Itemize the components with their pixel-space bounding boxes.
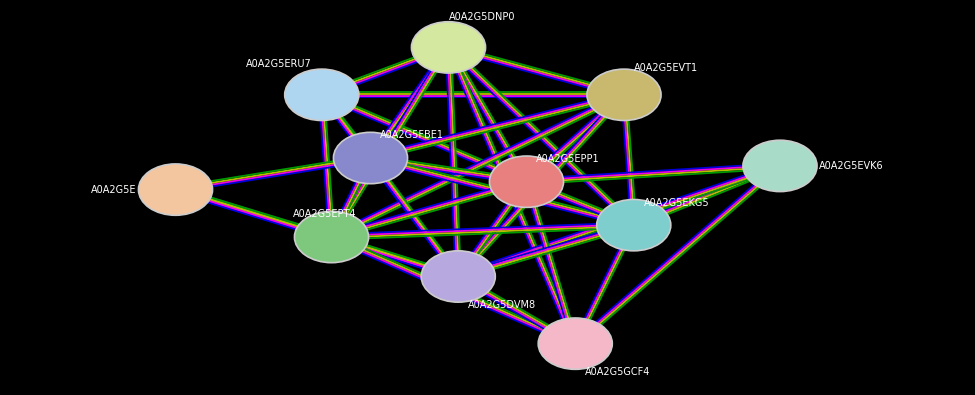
Ellipse shape — [538, 318, 612, 369]
Ellipse shape — [489, 156, 564, 207]
Ellipse shape — [421, 251, 495, 302]
Text: A0A2G5ERU7: A0A2G5ERU7 — [247, 59, 312, 69]
Ellipse shape — [743, 140, 817, 192]
Ellipse shape — [597, 199, 671, 251]
Ellipse shape — [411, 22, 486, 73]
Text: A0A2G5EVT1: A0A2G5EVT1 — [634, 63, 698, 73]
Text: A0A2G5EVK6: A0A2G5EVK6 — [819, 161, 883, 171]
Text: A0A2G5FBE1: A0A2G5FBE1 — [380, 130, 445, 140]
Text: A0A2G5DNP0: A0A2G5DNP0 — [448, 12, 515, 22]
Text: A0A2G5EKG5: A0A2G5EKG5 — [644, 198, 709, 207]
Ellipse shape — [333, 132, 408, 184]
Ellipse shape — [587, 69, 661, 120]
Text: A0A2G5GCF4: A0A2G5GCF4 — [585, 367, 650, 377]
Ellipse shape — [285, 69, 359, 120]
Text: A0A2G5EPT4: A0A2G5EPT4 — [292, 209, 356, 219]
Text: A0A2G5EPP1: A0A2G5EPP1 — [536, 154, 600, 164]
Text: A0A2G5E: A0A2G5E — [91, 184, 136, 195]
Text: A0A2G5DVM8: A0A2G5DVM8 — [468, 300, 536, 310]
Ellipse shape — [138, 164, 213, 215]
Ellipse shape — [294, 211, 369, 263]
